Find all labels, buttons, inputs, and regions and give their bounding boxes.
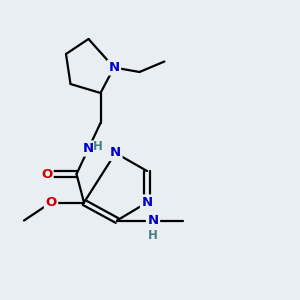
Text: N: N <box>110 146 121 160</box>
Text: N: N <box>141 196 153 209</box>
Text: H: H <box>93 140 102 154</box>
Text: H: H <box>148 229 158 242</box>
Text: N: N <box>108 61 120 74</box>
Text: N: N <box>83 142 94 155</box>
Text: N: N <box>147 214 159 227</box>
Text: O: O <box>45 196 57 209</box>
Text: O: O <box>41 167 52 181</box>
